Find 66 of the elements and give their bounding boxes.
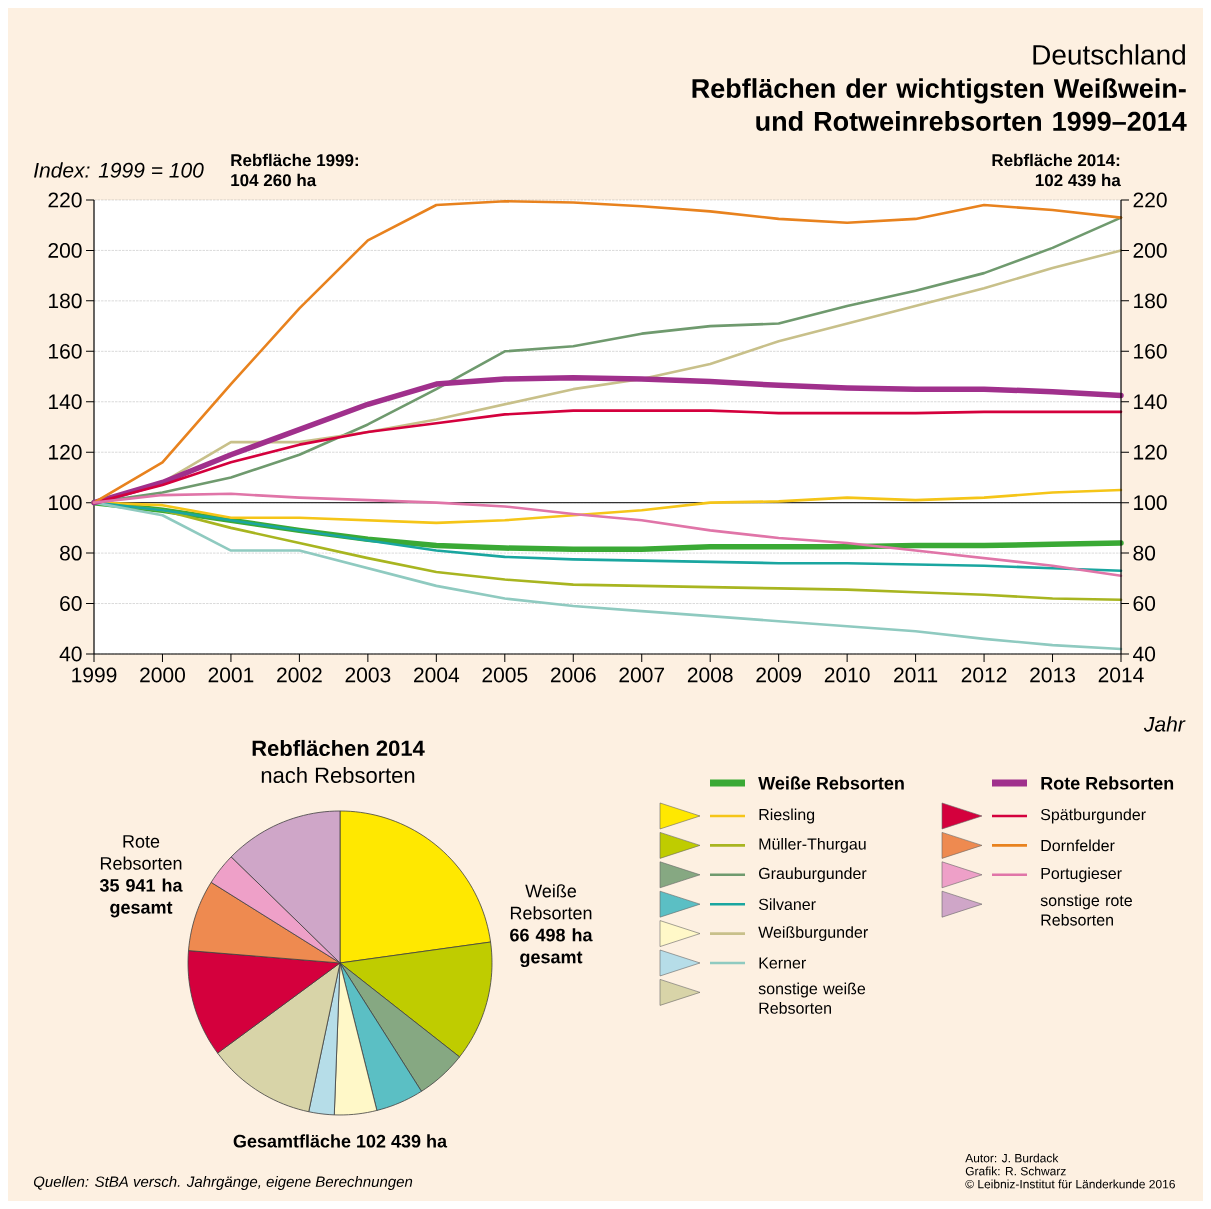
chart-subtitle: nach Rebsorten (261, 766, 415, 784)
text: Rote Rebsorten 35 941 ha gesamt (99, 835, 183, 918)
text: Autor: J. Burdack (965, 1153, 1059, 1163)
y2-tick-label: 60 (1133, 596, 1156, 611)
y-tick-label: 100 (49, 495, 82, 511)
x-tick-label: 2006 (550, 667, 596, 683)
y2-tick-label: 200 (1133, 242, 1167, 258)
x-tick-label: 2012 (961, 667, 1007, 683)
x-axis-title: Jahr (1143, 716, 1186, 732)
x-tick-label: 2013 (1030, 667, 1075, 683)
text: Gesamtfläche 102 439 ha (233, 1134, 448, 1148)
text: 104 260 ha (231, 173, 317, 187)
legend-label: Weißburgunder (758, 926, 868, 942)
y-tick-label: 60 (60, 596, 82, 611)
legend-label: Kerner (759, 957, 806, 969)
chart-subtitle: Deutschland (1033, 44, 1185, 65)
y2-tick-label: 140 (1134, 394, 1167, 410)
legend-label: Portugieser (1041, 867, 1122, 883)
y-tick-label: 40 (59, 646, 82, 662)
text: © Leibniz-Institut für Länderkunde 2016 (965, 1179, 1175, 1189)
x-tick-label: 2002 (277, 667, 322, 683)
y2-tick-label: 80 (1133, 545, 1156, 561)
legend-label: Silvaner (758, 898, 816, 911)
y-tick-label: 160 (49, 343, 82, 359)
y-axis-title: Index: 1999 = 100 (34, 162, 204, 178)
x-tick-label: 2009 (756, 667, 802, 683)
x-tick-label: 2007 (619, 667, 665, 683)
legend-label: Weiße Rebsorten (758, 776, 904, 790)
y2-tick-label: 160 (1134, 343, 1167, 359)
category-label: sonstige rote Rebsorten (1040, 894, 1132, 926)
x-tick-label: 2004 (414, 667, 460, 683)
x-tick-label: 1999 (72, 667, 117, 683)
source-note: Quellen: StBA versch. Jahrgänge, eigene Berechnungen (33, 1175, 413, 1190)
legend-label: Dornfelder (1041, 839, 1115, 852)
legend-label: Riesling (759, 808, 815, 824)
legend-label: Grauburgunder (759, 867, 867, 883)
y2-tick-label: 40 (1133, 646, 1156, 662)
y2-tick-label: 180 (1134, 293, 1167, 309)
y2-tick-label: 120 (1134, 444, 1167, 460)
text: 102 439 ha (1035, 173, 1121, 187)
category-label: sonstige weiße Rebsorten (758, 982, 866, 1014)
chart-title: Rebflächen 2014 (252, 739, 425, 757)
x-tick-label: 2005 (482, 667, 528, 683)
y-tick-label: 120 (49, 444, 82, 460)
y2-tick-label: 220 (1133, 192, 1167, 208)
legend-label: Müller-Thurgau (759, 837, 866, 853)
x-tick-label: 2011 (894, 667, 938, 683)
text: Rebfläche 2014: (992, 153, 1120, 167)
x-tick-label: 2003 (345, 667, 391, 683)
x-tick-label: 2001 (208, 667, 254, 683)
y2-tick-label: 100 (1134, 495, 1167, 511)
legend-label: Rote Rebsorten (1041, 776, 1174, 790)
x-tick-label: 2010 (824, 667, 870, 683)
x-tick-label: 2014 (1098, 667, 1144, 683)
y-tick-label: 80 (60, 545, 82, 561)
text: Grafik: R. Schwarz (965, 1166, 1066, 1176)
x-tick-label: 2008 (687, 667, 733, 683)
y-tick-label: 220 (48, 192, 82, 208)
chart-title: Rebflächen der wichtigsten Weißwein- und Rotweinrebsorten 1999–2014 (692, 78, 1187, 131)
text: Weiße Rebsorten 66 498 ha gesamt (510, 884, 593, 968)
y-tick-label: 180 (49, 293, 82, 309)
text: Rebfläche 1999: (231, 153, 358, 167)
x-tick-label: 2000 (140, 667, 185, 683)
y-tick-label: 140 (49, 394, 82, 410)
y-tick-label: 200 (48, 242, 82, 258)
legend-label: Spätburgunder (1040, 808, 1146, 824)
